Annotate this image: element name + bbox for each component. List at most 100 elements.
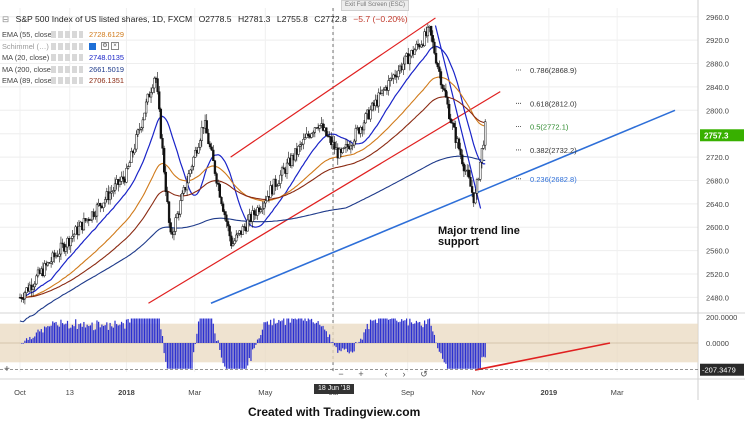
- candle-body: [215, 173, 218, 184]
- candle-body: [330, 136, 333, 146]
- candle: [389, 77, 392, 87]
- indicator-controls-icon[interactable]: [51, 65, 83, 73]
- candle-body: [144, 101, 148, 114]
- candle: [343, 146, 346, 150]
- candle-body: [349, 145, 353, 150]
- candle-body: [58, 253, 61, 257]
- candle-body: [35, 275, 38, 285]
- candle-body: [108, 192, 112, 201]
- candle-body: [338, 148, 341, 159]
- price-tick-label: 2800.0: [706, 106, 729, 115]
- candle: [133, 143, 136, 155]
- candle-body: [416, 43, 420, 46]
- indicator-controls-icon[interactable]: [51, 77, 83, 85]
- candle-body: [285, 162, 289, 174]
- price-tick-label: 2600.0: [706, 223, 729, 232]
- candle: [459, 142, 462, 160]
- candle: [226, 218, 230, 232]
- candle: [251, 205, 254, 228]
- price-tick-label: 2640.0: [706, 200, 729, 209]
- candle: [95, 202, 99, 223]
- candle-body: [197, 147, 200, 154]
- candle: [87, 217, 90, 227]
- close-icon[interactable]: ×: [111, 42, 119, 51]
- candle-body: [346, 144, 349, 147]
- candle-body: [477, 179, 480, 181]
- candle-body: [43, 263, 46, 277]
- nav-button[interactable]: ‹: [385, 369, 388, 379]
- candle-body: [313, 127, 317, 133]
- nav-button[interactable]: ›: [403, 369, 406, 379]
- candle: [266, 190, 269, 202]
- candle: [480, 148, 484, 169]
- nav-button[interactable]: −: [338, 369, 343, 379]
- oscillator-value-label: -207.3479: [702, 366, 736, 375]
- candle: [125, 163, 128, 184]
- candle: [277, 180, 280, 186]
- last-price-label: 2757.3: [704, 131, 729, 140]
- legend-row[interactable]: Schimmel (…) ⚙ ×: [2, 41, 124, 53]
- candle: [225, 211, 228, 228]
- settings-icon[interactable]: ⚙: [101, 42, 109, 51]
- candle-body: [462, 163, 466, 172]
- candle: [179, 194, 182, 218]
- candle-body: [23, 292, 27, 300]
- candle: [143, 112, 146, 121]
- candle-body: [189, 169, 192, 175]
- indicator-name: EMA (89, close): [2, 76, 51, 85]
- candle-body: [49, 261, 53, 264]
- ohlc-low: L2755.8: [276, 14, 308, 24]
- legend-row[interactable]: EMA (89, close) 2706.1351: [2, 75, 124, 87]
- candle-body: [210, 146, 213, 151]
- indicator-controls-icon[interactable]: [51, 54, 83, 62]
- candle: [208, 141, 212, 150]
- candle: [402, 57, 405, 75]
- candle: [136, 128, 140, 138]
- nav-button-label: ›: [403, 369, 406, 379]
- indicator-name: EMA (55, close): [2, 30, 51, 39]
- candle-body: [262, 202, 266, 209]
- candle-body: [298, 144, 302, 147]
- exit-fullscreen-button[interactable]: Exit Full Screen (ESC): [341, 0, 409, 11]
- nav-button[interactable]: +: [358, 369, 363, 379]
- candle-body: [231, 243, 235, 247]
- candle-body: [220, 197, 223, 205]
- legend-row[interactable]: MA (20, close) 2748.0135: [2, 52, 124, 64]
- candle-body: [159, 108, 163, 139]
- candle: [112, 186, 115, 197]
- candle-body: [444, 89, 448, 98]
- candle: [163, 145, 166, 175]
- collapse-icon[interactable]: ⊟: [2, 14, 10, 24]
- candle: [279, 170, 282, 189]
- candle-body: [118, 181, 122, 185]
- legend-row[interactable]: EMA (55, close) 2728.6129: [2, 29, 124, 41]
- candle-body: [246, 219, 249, 232]
- time-tick-label: 2018: [118, 388, 135, 397]
- candle-body: [434, 52, 438, 64]
- candle: [71, 230, 74, 243]
- candle: [210, 142, 213, 152]
- indicator-controls-icon[interactable]: [51, 31, 83, 39]
- nav-button[interactable]: ↺: [420, 369, 428, 379]
- channel-lower-line: [148, 91, 501, 304]
- candle: [102, 202, 105, 212]
- candle-body: [59, 242, 63, 255]
- candle-body: [382, 89, 385, 91]
- candle: [484, 119, 487, 151]
- time-tick-label: May: [258, 388, 272, 397]
- candle: [58, 248, 61, 263]
- candle-body: [185, 182, 189, 191]
- candle: [110, 184, 113, 200]
- credit-text: Created with Tradingview.com: [248, 405, 421, 419]
- symbol-title[interactable]: S&P 500 Index of US listed shares, 1D, F…: [15, 14, 193, 24]
- legend-row[interactable]: MA (200, close) 2661.5019: [2, 64, 124, 76]
- candle: [413, 47, 416, 55]
- candle: [444, 83, 448, 98]
- candle-body: [33, 283, 36, 288]
- ema89-line: [20, 96, 486, 299]
- indicator-controls-icon[interactable]: [51, 42, 83, 50]
- candle: [169, 218, 172, 235]
- candle-body: [64, 246, 68, 252]
